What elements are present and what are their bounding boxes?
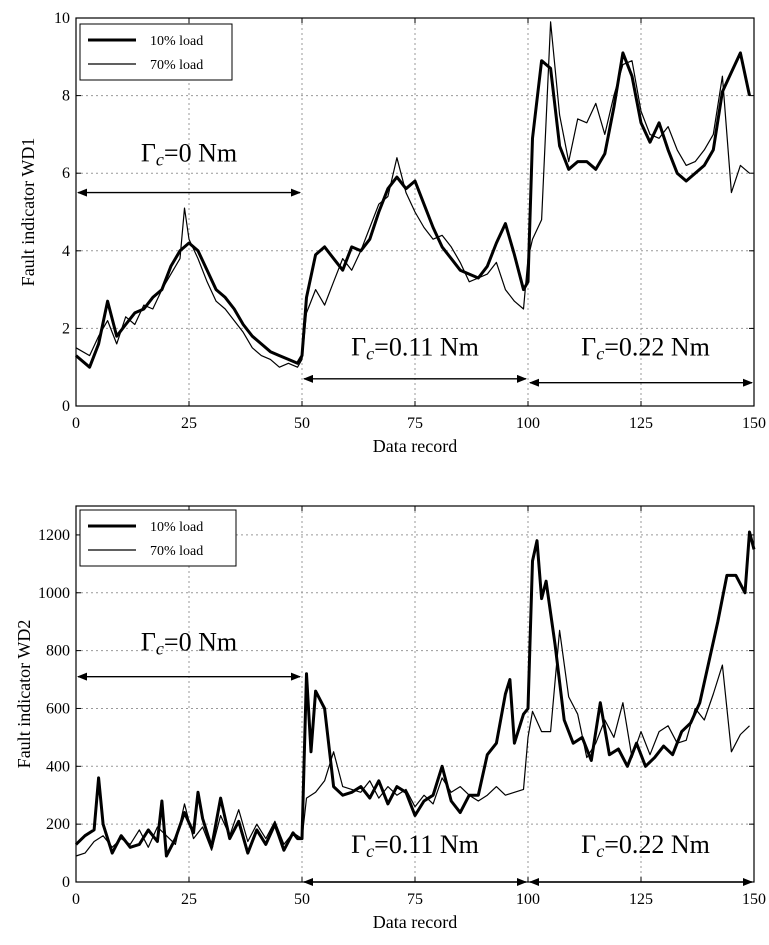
y-tick-label: 1000 <box>38 585 70 602</box>
y-tick-label: 600 <box>46 700 70 717</box>
plot-frame <box>75 17 755 407</box>
x-tick-label: 125 <box>629 415 653 432</box>
x-tick-label: 150 <box>742 415 766 432</box>
x-tick-label: 25 <box>181 891 197 908</box>
chart-wd1: 0 25 50 75 100 125 150 0 2 4 6 8 10 Γc=0 Nm Γc=0.11 Nm… <box>18 10 766 456</box>
y-tick-label: 1200 <box>38 527 70 544</box>
y-tick-label: 8 <box>62 88 70 105</box>
x-tick-label: 75 <box>407 415 423 432</box>
legend-box <box>79 23 233 81</box>
y-tick-label: 0 <box>62 874 70 891</box>
series-line-load-10 <box>74 530 756 858</box>
x-tick-label: 0 <box>72 415 80 432</box>
x-tick-label: 50 <box>294 415 310 432</box>
region-label: Γc=0.22 Nm <box>581 830 710 861</box>
legend: 10% load 70% load <box>79 23 233 81</box>
region-label: Γc=0 Nm <box>141 139 237 170</box>
y-tick-label: 800 <box>46 643 70 660</box>
region-label: Γc=0.11 Nm <box>351 830 479 861</box>
y-tick-label: 2 <box>62 320 70 337</box>
y-tick-label: 0 <box>62 398 70 415</box>
x-axis-label: Data record <box>373 436 457 456</box>
series-line-load-70 <box>75 21 750 368</box>
y-tick-label: 6 <box>62 165 70 182</box>
series-line-load-10 <box>75 51 751 369</box>
series-line-load-70 <box>75 629 750 857</box>
y-tick-label: 400 <box>46 758 70 775</box>
x-tick-label: 100 <box>516 891 540 908</box>
legend-label: 70% load <box>150 58 203 73</box>
x-tick-label: 25 <box>181 415 197 432</box>
x-tick-label: 125 <box>629 891 653 908</box>
legend-label: 10% load <box>150 520 203 535</box>
y-tick-label: 10 <box>54 10 70 27</box>
region-label: Γc=0.11 Nm <box>351 333 479 364</box>
y-axis-label: Fault indicator WD1 <box>18 138 38 287</box>
x-tick-label: 0 <box>72 891 80 908</box>
y-tick-label: 200 <box>46 816 70 833</box>
legend-label: 10% load <box>150 34 203 49</box>
legend: 10% load 70% load <box>79 509 237 567</box>
region-label: Γc=0.22 Nm <box>581 333 710 364</box>
x-tick-label: 75 <box>407 891 423 908</box>
chart-wd2: 0 25 50 75 100 125 150 0 200 400 600 800 1000 1200 Γc=… <box>14 505 766 932</box>
legend-box <box>79 509 237 567</box>
legend-label: 70% load <box>150 544 203 559</box>
y-tick-label: 4 <box>62 243 70 260</box>
x-tick-label: 150 <box>742 891 766 908</box>
plot-frame <box>75 505 755 883</box>
region-label: Γc=0 Nm <box>141 628 237 659</box>
y-axis-label: Fault indicator WD2 <box>14 620 34 769</box>
x-axis-label: Data record <box>373 912 457 932</box>
x-tick-label: 50 <box>294 891 310 908</box>
x-tick-label: 100 <box>516 415 540 432</box>
